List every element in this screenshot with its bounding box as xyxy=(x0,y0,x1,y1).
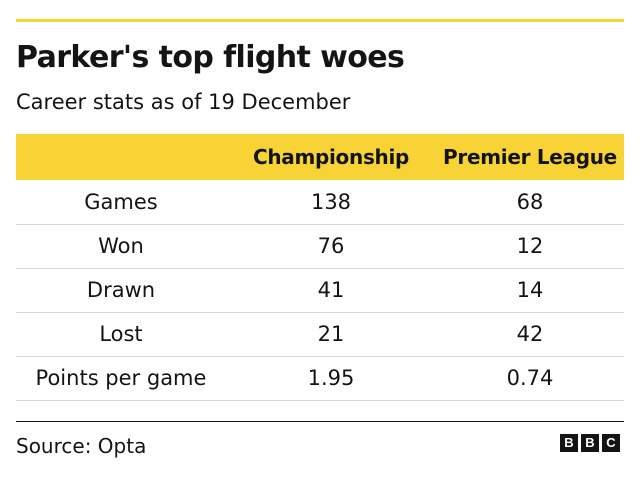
bottom-rule xyxy=(16,421,624,422)
cell-games-championship: 138 xyxy=(310,189,352,214)
bbc-logo-letter: C xyxy=(602,434,620,452)
table-row: Points per game 1.95 0.74 xyxy=(16,356,624,400)
table-row: Won 76 12 xyxy=(16,224,624,268)
chart-title: Parker's top flight woes xyxy=(16,40,405,75)
cell-lost-premier-league: 42 xyxy=(516,322,544,346)
column-header-premier-league: Premier League xyxy=(443,145,617,169)
row-label-won: Won xyxy=(98,234,144,258)
row-label-lost: Lost xyxy=(99,322,143,346)
cell-ppg-premier-league: 0.74 xyxy=(506,366,554,390)
row-label-points-per-game: Points per game xyxy=(35,366,207,390)
table-row: Lost 21 42 xyxy=(16,312,624,356)
chart-subtitle: Career stats as of 19 December xyxy=(16,90,351,114)
bbc-logo-letter: B xyxy=(560,434,578,452)
table-header-row: Championship Premier League xyxy=(16,134,624,180)
cell-ppg-championship: 1.95 xyxy=(307,366,355,390)
cell-drawn-championship: 41 xyxy=(317,278,345,302)
table-row: Games 138 68 xyxy=(16,180,624,224)
table-row: Drawn 41 14 xyxy=(16,268,624,312)
bbc-logo: B B C xyxy=(560,434,620,452)
stats-table: Championship Premier League Games 138 68… xyxy=(16,134,624,401)
bbc-logo-letter: B xyxy=(581,434,599,452)
column-header-blank xyxy=(16,134,226,180)
column-header-championship: Championship xyxy=(252,145,410,169)
row-label-games: Games xyxy=(84,189,158,214)
cell-lost-championship: 21 xyxy=(317,322,345,346)
cell-drawn-premier-league: 14 xyxy=(516,278,544,302)
cell-won-premier-league: 12 xyxy=(516,234,544,258)
cell-won-championship: 76 xyxy=(317,234,345,258)
source-note: Source: Opta xyxy=(16,434,147,458)
row-label-drawn: Drawn xyxy=(86,278,156,302)
top-rule xyxy=(16,19,624,22)
cell-games-premier-league: 68 xyxy=(516,189,544,214)
